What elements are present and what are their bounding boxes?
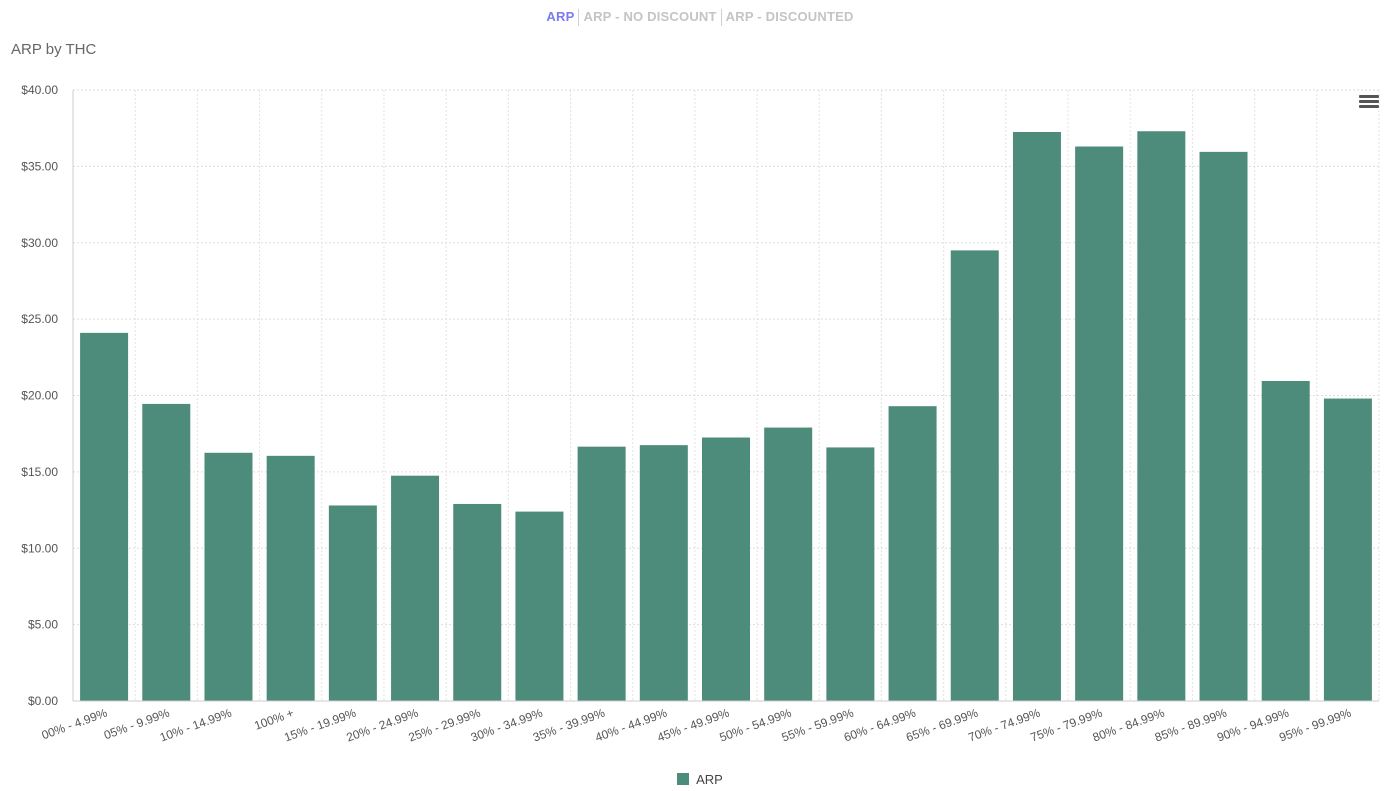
bar[interactable]	[266, 455, 315, 701]
chart-legend[interactable]: ARP	[0, 772, 1400, 787]
bar[interactable]	[328, 505, 377, 701]
bar[interactable]	[515, 511, 564, 701]
chart-title: ARP by THC	[11, 41, 97, 58]
bar[interactable]	[702, 437, 750, 701]
tab-divider	[578, 9, 580, 27]
chart-tab-bar: ARP ARP - NO DISCOUNT ARP - DISCOUNTED	[0, 9, 1400, 27]
bar[interactable]	[1323, 398, 1372, 701]
y-tick-label: $35.00	[21, 159, 58, 173]
y-tick-label: $40.00	[21, 83, 58, 97]
tab-arp[interactable]: ARP	[546, 9, 575, 24]
bar[interactable]	[1199, 151, 1248, 701]
bar[interactable]	[1012, 132, 1061, 702]
tab-arp-no-discount[interactable]: ARP - NO DISCOUNT	[583, 9, 717, 24]
bars	[80, 131, 1372, 702]
y-tick-label: $20.00	[21, 389, 58, 403]
bar[interactable]	[826, 447, 875, 701]
x-tick-label: 10% - 14.99%	[158, 706, 234, 745]
y-tick-label: $25.00	[21, 312, 58, 326]
bar[interactable]	[950, 250, 999, 701]
y-tick-label: $10.00	[21, 541, 58, 555]
bar[interactable]	[453, 503, 502, 701]
y-tick-label: $15.00	[21, 465, 58, 479]
bar[interactable]	[1075, 146, 1124, 701]
bar[interactable]	[1261, 380, 1310, 701]
y-tick-label: $0.00	[28, 694, 58, 708]
tab-arp-discounted[interactable]: ARP - DISCOUNTED	[725, 9, 854, 24]
bar[interactable]	[888, 406, 937, 701]
x-tick-label: 95% - 99.99%	[1277, 706, 1353, 745]
hamburger-menu-icon[interactable]	[1359, 95, 1379, 111]
bar[interactable]	[577, 446, 626, 701]
bar[interactable]	[639, 445, 688, 701]
x-tick-label: 00% - 4.99%	[40, 706, 110, 743]
bar[interactable]	[142, 403, 191, 701]
y-tick-label: $30.00	[21, 236, 58, 250]
tab-divider	[720, 9, 722, 27]
bar[interactable]	[391, 475, 440, 701]
y-tick-label: $5.00	[28, 618, 58, 632]
bar[interactable]	[204, 452, 253, 701]
bar[interactable]	[764, 427, 813, 701]
legend-label: ARP	[696, 772, 723, 787]
bar[interactable]	[1137, 131, 1186, 701]
legend-swatch	[677, 773, 690, 785]
bar[interactable]	[80, 332, 129, 701]
